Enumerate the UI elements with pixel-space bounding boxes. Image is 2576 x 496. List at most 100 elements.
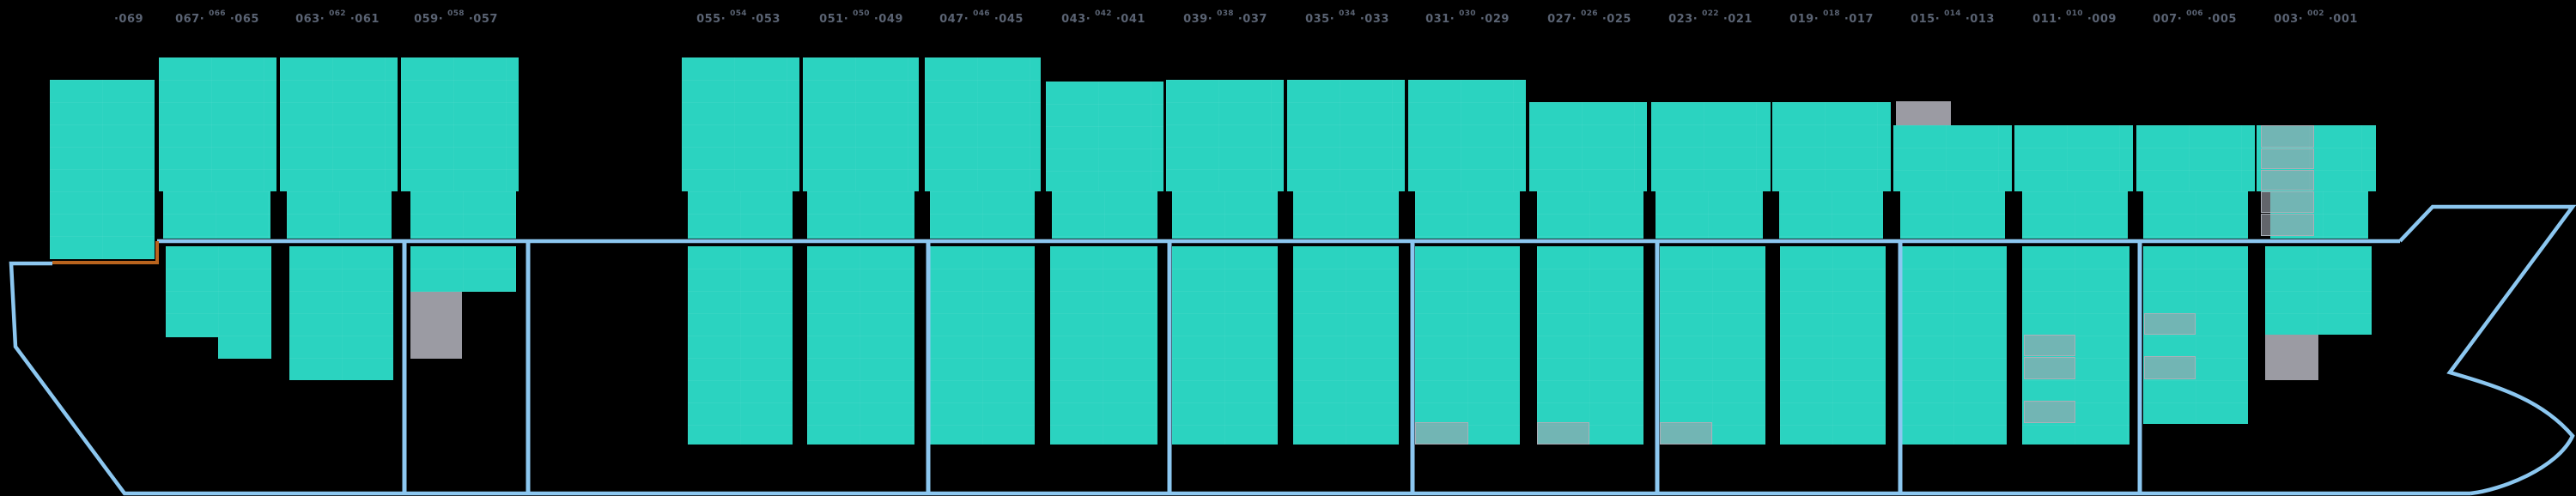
bay-label-right: ·033	[1359, 13, 1389, 26]
deck-stack-pedestal-bay-043-041[interactable]	[1052, 191, 1157, 239]
bay-label-left: 039·	[1183, 13, 1213, 26]
restow-cell[interactable]	[2261, 125, 2314, 148]
bay-label[interactable]: 051· 050·049	[819, 9, 903, 27]
bay-label-left: 055·	[696, 13, 726, 26]
bay-label-left: 019·	[1789, 13, 1820, 26]
deck-stack-pedestal-bay-027-025[interactable]	[1537, 191, 1643, 239]
deck-stack-pedestal-bay-039-037[interactable]	[1172, 191, 1278, 239]
bay-label-even: 046	[973, 9, 990, 18]
bay-label[interactable]: 055· 054·053	[696, 9, 781, 27]
bay-label-right: ·041	[1115, 13, 1145, 26]
deck-stack-bay-027-025[interactable]	[1529, 102, 1647, 191]
deck-stack-bay-035-033[interactable]	[1287, 80, 1405, 191]
deck-stack-pedestal-bay-059-057[interactable]	[410, 191, 516, 239]
bay-label-even: 042	[1095, 9, 1112, 18]
bay-label-right: ·009	[2087, 13, 2117, 26]
bay-label[interactable]: 063· 062·061	[295, 9, 380, 27]
bay-label-left: 003·	[2274, 13, 2304, 26]
bay-label-right: ·005	[2207, 13, 2237, 26]
deck-stack-pedestal-bay-015-013[interactable]	[1900, 191, 2005, 239]
bay-label-even: 034	[1339, 9, 1356, 18]
bay-label-even: 018	[1823, 9, 1840, 18]
deck-stack-bay-031-029[interactable]	[1408, 80, 1526, 191]
bay-label-right: ·053	[750, 13, 781, 26]
deck-stack-bay-039-037[interactable]	[1166, 80, 1284, 191]
restow-cell[interactable]	[2261, 148, 2314, 169]
bay-label[interactable]: 019· 018 ·017	[1789, 9, 1874, 27]
bay-label-right: ·029	[1479, 13, 1510, 26]
deck-stack-bay-069[interactable]	[50, 80, 155, 259]
bay-label[interactable]: 011· 010 ·009	[2032, 9, 2117, 27]
bay-label-even: 054	[730, 9, 747, 18]
empty-stack-block[interactable]	[1896, 101, 1951, 125]
deck-stack-bay-043-041[interactable]	[1046, 82, 1163, 191]
deck-stack-pedestal-bay-055-053[interactable]	[688, 191, 793, 239]
bay-label-even: 022	[1702, 9, 1719, 18]
deck-stack-pedestal-bay-019-017[interactable]	[1779, 191, 1883, 239]
bay-label-even: 066	[209, 9, 226, 18]
deck-stack-pedestal-bay-047-045[interactable]	[930, 191, 1035, 239]
deck-stack-pedestal-bay-035-033[interactable]	[1293, 191, 1399, 239]
deck-stack-pedestal-bay-067-065[interactable]	[163, 191, 270, 239]
bay-label-right: ·065	[229, 13, 259, 26]
bay-label-even: 058	[447, 9, 465, 18]
bay-label-even: 002	[2307, 9, 2324, 18]
bay-label[interactable]: 015· 014 ·013	[1911, 9, 1995, 27]
deck-stack-bay-011-009[interactable]	[2014, 125, 2133, 191]
bay-label[interactable]: 043· 042·041	[1061, 9, 1145, 27]
bay-label-left: 035·	[1305, 13, 1335, 26]
bay-label-right: ·017	[1844, 13, 1874, 26]
bay-label-left: 023·	[1668, 13, 1698, 26]
bay-label[interactable]: 067· 066·065	[175, 9, 259, 27]
bay-label-left: 031·	[1425, 13, 1455, 26]
deck-stack-bay-015-013[interactable]	[1893, 125, 2012, 191]
deck-stack-pedestal-bay-023-021[interactable]	[1656, 191, 1763, 239]
bay-label[interactable]: 039· 038·037	[1183, 9, 1267, 27]
deck-stack-bay-019-017[interactable]	[1772, 102, 1891, 191]
bay-label-even: 026	[1581, 9, 1598, 18]
deck-stack-bay-007-005[interactable]	[2136, 125, 2255, 191]
bay-label-left: 027·	[1547, 13, 1577, 26]
bay-label[interactable]: 003· 002 ·001	[2274, 9, 2358, 27]
deck-stack-pedestal-bay-063-061[interactable]	[287, 191, 392, 239]
deck-stack-pedestal-bay-031-029[interactable]	[1415, 191, 1520, 239]
bay-label[interactable]: 031· 030·029	[1425, 9, 1510, 27]
bay-label-right: ·025	[1601, 13, 1631, 26]
bay-label-left: 007·	[2153, 13, 2183, 26]
bay-label[interactable]: 027· 026·025	[1547, 9, 1631, 27]
bay-label-right: ·069	[113, 13, 144, 26]
deck-stack-pedestal-bay-051-049[interactable]	[807, 191, 914, 239]
bay-label[interactable]: 047· 046·045	[939, 9, 1024, 27]
bay-label-right: ·021	[1722, 13, 1753, 26]
deck-stack-bay-067-065[interactable]	[159, 57, 276, 191]
bay-label-right: ·049	[873, 13, 903, 26]
bay-label[interactable]: 007· 006 ·005	[2153, 9, 2237, 27]
restow-cell[interactable]	[2261, 214, 2314, 236]
bay-label[interactable]: 059· 058·057	[414, 9, 498, 27]
bay-label-right: ·001	[2328, 13, 2358, 26]
deck-stack-bay-047-045[interactable]	[925, 57, 1041, 191]
bay-label-left: 067·	[175, 13, 205, 26]
restow-cell[interactable]	[2261, 170, 2314, 191]
deck-stack-bay-063-061[interactable]	[280, 57, 398, 191]
bay-label[interactable]: 023· 022·021	[1668, 9, 1753, 27]
bay-label-even: 050	[853, 9, 870, 18]
bay-label-left: 011·	[2032, 13, 2063, 26]
restow-cell[interactable]	[2261, 191, 2314, 213]
bay-label-right: ·013	[1965, 13, 1995, 26]
bay-label-even: 062	[329, 9, 346, 18]
deck-stack-bay-059-057[interactable]	[401, 57, 519, 191]
deck-stack-pedestal-bay-011-009[interactable]	[2022, 191, 2128, 239]
bay-label-right: ·037	[1237, 13, 1267, 26]
bay-label-even: 010	[2066, 9, 2083, 18]
deck-stack-bay-051-049[interactable]	[803, 57, 919, 191]
bay-label[interactable]: 035· 034·033	[1305, 9, 1389, 27]
bay-label[interactable]: ·069	[114, 14, 143, 26]
bay-label-right: ·061	[349, 13, 380, 26]
bay-label-left: 063·	[295, 13, 325, 26]
deck-stack-pedestal-bay-007-005[interactable]	[2143, 191, 2248, 239]
deck-stack-bay-023-021[interactable]	[1651, 102, 1771, 191]
deck-stack-bay-055-053[interactable]	[682, 57, 799, 191]
